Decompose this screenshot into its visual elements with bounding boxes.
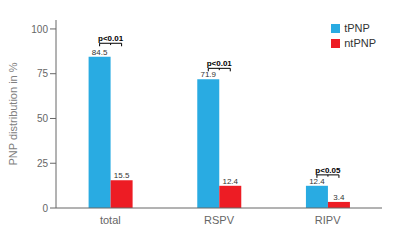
svg-text:84.5: 84.5 [92,48,108,57]
svg-text:12.4: 12.4 [309,177,325,186]
svg-text:0: 0 [42,203,48,214]
svg-text:p<0.05: p<0.05 [315,166,341,175]
svg-text:RSPV: RSPV [204,214,235,226]
svg-text:RIPV: RIPV [315,214,341,226]
svg-text:p<0.01: p<0.01 [207,59,233,68]
svg-text:50: 50 [37,113,49,124]
svg-text:71.9: 71.9 [200,70,216,79]
html-text:ntPNP: ntPNP [344,37,376,49]
html-text:tPNP: tPNP [344,22,370,34]
svg-text:3.4: 3.4 [333,193,345,202]
svg-text:PNP distribution in %: PNP distribution in % [8,62,19,165]
svg-text:75: 75 [37,68,49,79]
svg-text:p<0.01: p<0.01 [98,34,124,43]
svg-text:15.5: 15.5 [114,171,130,180]
svg-text:12.4: 12.4 [222,177,238,186]
svg-text:100: 100 [31,24,48,35]
svg-text:total: total [100,214,121,226]
svg-text:25: 25 [37,158,49,169]
